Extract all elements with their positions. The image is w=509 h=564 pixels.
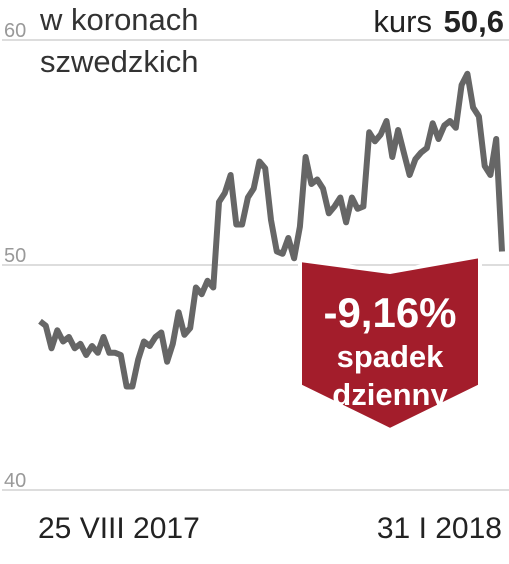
price-line xyxy=(38,70,505,390)
x-tick-label: 25 VIII 2017 xyxy=(38,512,200,545)
badge-arrow xyxy=(298,253,482,433)
plot: 40 50 60 25 VIII 2017 31 I 2018 xyxy=(2,20,509,545)
y-tick-label: 40 xyxy=(4,470,26,492)
x-tick-label: 31 I 2018 xyxy=(377,512,502,545)
subtitle: w koronach xyxy=(39,2,199,37)
change-label: spadek xyxy=(337,339,445,374)
subtitle: szwedzkich xyxy=(40,44,199,79)
change-label: dzienny xyxy=(332,377,448,412)
y-tick-label: 60 xyxy=(4,20,26,42)
y-tick-label: 50 xyxy=(4,245,26,267)
change: -9,16% xyxy=(323,289,456,336)
price: 50,6 xyxy=(444,4,504,39)
price-label: kurs xyxy=(373,4,432,39)
change-badge: -9,16% spadek dzienny xyxy=(298,253,482,433)
